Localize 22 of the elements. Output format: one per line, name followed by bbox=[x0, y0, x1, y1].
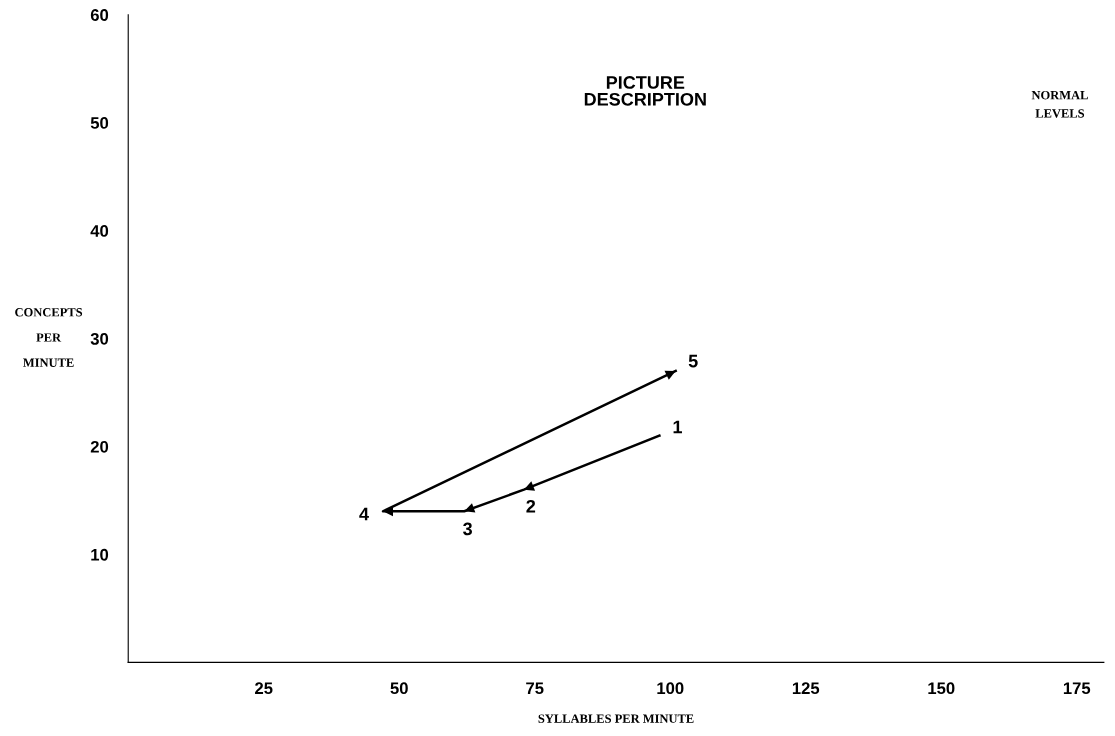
y-tick-label: 50 bbox=[90, 117, 109, 129]
x-tick-label: 125 bbox=[792, 682, 820, 695]
y-tick-label: 20 bbox=[90, 440, 109, 453]
annotation: NORMAL LEVELS bbox=[1031, 90, 1088, 118]
annotation: 4 bbox=[359, 507, 369, 521]
x-tick-label: 150 bbox=[928, 682, 955, 695]
annotation: 3 bbox=[463, 522, 472, 536]
y-tick-label: 10 bbox=[91, 548, 109, 561]
text: PICTURE DESCRIPTION bbox=[584, 76, 706, 106]
x-tick-label: 50 bbox=[390, 682, 408, 695]
y-tick-label: 40 bbox=[90, 225, 109, 237]
x-tick-label: 100 bbox=[657, 682, 684, 695]
y-tick-label: 60 bbox=[90, 9, 109, 21]
annotation: 5 bbox=[688, 354, 698, 368]
annotation: 2 bbox=[526, 499, 536, 513]
x-tick-label: 75 bbox=[526, 682, 544, 695]
x-axis-title: SYLLABLES PER MINUTE bbox=[538, 714, 694, 723]
x-tick-label: 175 bbox=[1063, 682, 1091, 695]
annotation: 1 bbox=[673, 420, 682, 434]
text: CONCEPTS PER MINUTE bbox=[15, 308, 83, 367]
x-tick-label: 25 bbox=[255, 682, 273, 695]
y-tick-label: 30 bbox=[90, 332, 109, 345]
